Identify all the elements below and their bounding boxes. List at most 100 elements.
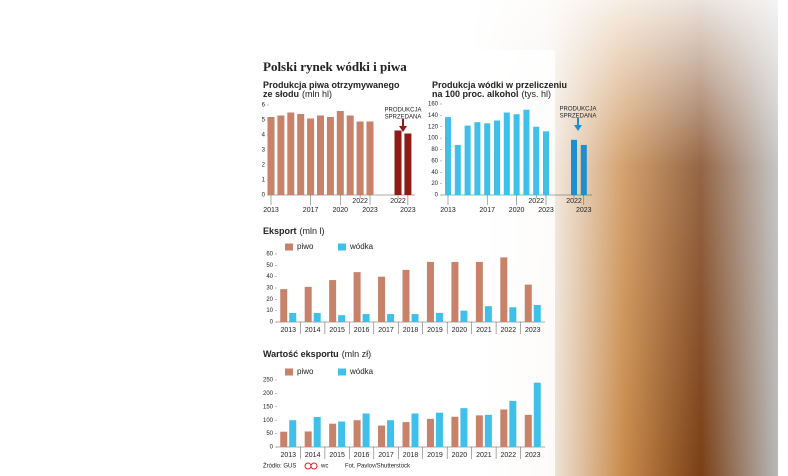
y-tick-label: 40 — [431, 170, 438, 176]
x-tick-label: 2023 — [525, 327, 541, 334]
y-tick-label: 120 — [428, 124, 439, 130]
y-tick-label: 50 — [266, 263, 273, 269]
chart-title: Wartość eksportu (mln zł) — [263, 349, 371, 359]
chart-unit: (mln hl) — [302, 89, 332, 99]
bar — [307, 118, 315, 195]
x-tick-label: 2016 — [354, 452, 370, 459]
bar — [387, 420, 395, 447]
y-tick-label: 80 — [431, 147, 438, 153]
bar — [509, 307, 517, 322]
bar — [280, 431, 288, 447]
chart-title: Produkcja wódki w przeliczeniu — [432, 80, 567, 90]
bar — [353, 420, 361, 447]
annotation: PRODUKCJA — [384, 108, 421, 114]
chart-title-line: Produkcja wódki w przeliczeniu — [432, 80, 567, 90]
title: Polski rynek wódki i piwa — [263, 59, 407, 74]
bar — [484, 123, 491, 195]
x-tick-label: 2018 — [403, 327, 419, 334]
x-tick-label: 2022 — [390, 198, 406, 205]
x-tick-label: 2023 — [576, 207, 592, 214]
bar — [411, 413, 419, 447]
bar — [523, 109, 530, 195]
annotation: PRODUKCJA — [559, 107, 596, 113]
x-tick-label: 2020 — [452, 327, 468, 334]
legend-swatch — [338, 243, 346, 251]
bar — [313, 416, 321, 447]
x-tick-label: 2022 — [501, 327, 517, 334]
x-tick-label: 2018 — [403, 452, 419, 459]
x-tick-label: 2014 — [305, 452, 321, 459]
chart-title: Produkcja piwa otrzymywanego — [263, 80, 400, 90]
y-tick-label: 0 — [262, 193, 266, 199]
x-tick-label: 2014 — [305, 327, 321, 334]
bar — [329, 280, 337, 322]
y-tick-label: 6 — [262, 103, 266, 109]
x-tick-label: 2022 — [566, 198, 582, 205]
bar — [329, 423, 337, 447]
bar — [280, 289, 288, 322]
bar — [571, 139, 577, 195]
x-tick-label: 2017 — [378, 327, 394, 334]
chart-title: na 100 proc. alkohol (tys. hl) — [432, 89, 551, 99]
photo-credit: Fot. Pavlov/Shutterstock — [345, 464, 411, 470]
chart-unit: (mln zł) — [342, 349, 372, 359]
bar — [338, 315, 346, 322]
y-tick-label: 10 — [266, 308, 273, 314]
bar — [336, 111, 344, 195]
bar — [346, 115, 354, 195]
y-tick-label: 100 — [263, 418, 274, 424]
x-tick-label: 2019 — [427, 327, 443, 334]
y-tick-label: 200 — [263, 391, 274, 397]
y-tick-label: 1 — [262, 178, 266, 184]
legend-label: wódka — [349, 242, 374, 251]
y-tick-label: 0 — [435, 193, 439, 199]
bar — [484, 414, 492, 447]
bar — [435, 412, 443, 447]
bar — [366, 121, 374, 195]
y-tick-label: 5 — [262, 118, 266, 124]
bar — [387, 314, 395, 322]
x-tick-label: 2023 — [525, 452, 541, 459]
legend-label: piwo — [297, 367, 314, 376]
legend-label: wódka — [349, 367, 374, 376]
y-tick-label: 160 — [428, 102, 439, 108]
x-tick-label: 2023 — [400, 207, 416, 214]
legend-swatch — [285, 368, 293, 376]
bar — [411, 314, 419, 322]
bar — [362, 314, 370, 322]
x-tick-label: 2020 — [509, 207, 525, 214]
x-tick-label: 2015 — [329, 452, 345, 459]
chart-title-line: ze słodu — [263, 89, 299, 99]
x-tick-label: 2017 — [378, 452, 394, 459]
bar — [503, 112, 510, 195]
bar — [402, 422, 410, 447]
bar — [533, 126, 540, 195]
x-tick-label: 2023 — [362, 207, 378, 214]
chart-unit: (tys. hl) — [522, 89, 552, 99]
bar — [304, 431, 312, 447]
y-tick-label: 50 — [266, 431, 273, 437]
chart-title: Eksport (mln l) — [263, 226, 325, 236]
y-tick-label: 250 — [263, 378, 274, 384]
bar — [289, 312, 297, 322]
y-tick-label: 0 — [270, 445, 274, 451]
bar — [304, 286, 312, 322]
y-tick-label: 3 — [262, 148, 266, 154]
x-tick-label: 2022 — [528, 198, 544, 205]
x-tick-label: 2013 — [280, 327, 296, 334]
bar — [494, 120, 500, 195]
legend-swatch — [338, 368, 346, 376]
annotation-arrowhead — [399, 126, 407, 132]
chart-title-line: Eksport — [263, 226, 297, 236]
x-tick-label: 2021 — [476, 327, 492, 334]
bar — [287, 112, 295, 195]
logo — [310, 462, 318, 470]
bar — [524, 284, 532, 322]
y-tick-label: 60 — [266, 252, 273, 258]
author: wc — [320, 464, 328, 470]
chart-title-line: Wartość eksportu — [263, 349, 339, 359]
bar — [580, 144, 587, 195]
x-tick-label: 2019 — [427, 452, 443, 459]
bar — [451, 261, 459, 322]
